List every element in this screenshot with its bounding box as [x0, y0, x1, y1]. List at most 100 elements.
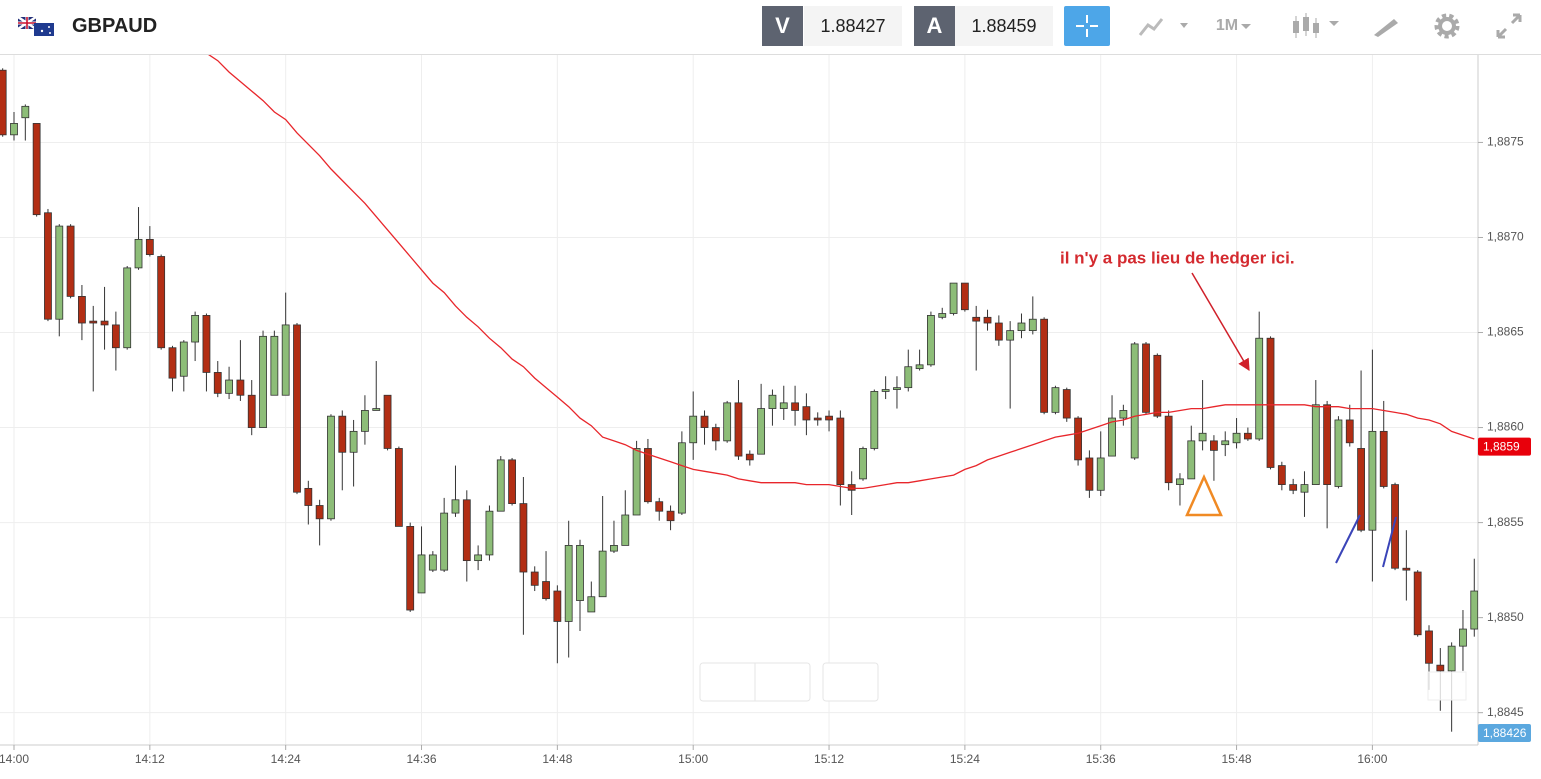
x-tick-label: 14:12 — [135, 752, 165, 766]
fullscreen-button[interactable] — [1486, 6, 1532, 46]
candle-body — [202, 315, 211, 373]
candle-body — [813, 417, 822, 421]
candles — [0, 55, 1478, 732]
chart-type-button[interactable] — [1125, 6, 1195, 46]
candle-body — [1391, 484, 1399, 569]
candle-body — [259, 335, 267, 428]
candle-body — [994, 322, 1003, 341]
candle-body — [191, 315, 200, 343]
bid-price: 1.88427 — [804, 6, 902, 46]
candle-body — [938, 313, 947, 318]
candle-body — [666, 510, 675, 522]
timeframe-button[interactable]: 1M — [1205, 6, 1265, 46]
trend-line-drawing — [1382, 516, 1397, 568]
candle-body — [1266, 337, 1275, 468]
overlay-box — [1427, 671, 1467, 701]
candle-body — [123, 267, 132, 349]
candle-body — [428, 554, 437, 571]
x-tick-label: 14:36 — [407, 752, 437, 766]
candle-body — [247, 394, 256, 428]
candle-body — [972, 316, 981, 322]
candle-body — [1074, 417, 1082, 461]
flag-icon — [18, 17, 54, 36]
candle-body — [779, 402, 788, 409]
candle-body — [723, 402, 732, 442]
x-tick-label: 15:36 — [1086, 752, 1116, 766]
candle-body — [21, 105, 30, 119]
candle-body — [1277, 465, 1286, 485]
bid-button[interactable]: V — [762, 6, 803, 46]
ask-button[interactable]: A — [914, 6, 955, 46]
candle-body — [89, 320, 98, 324]
price-tag-label: 1,8859 — [1483, 440, 1520, 454]
candle-body — [1096, 457, 1105, 491]
x-tick-label: 15:00 — [678, 752, 708, 766]
candle-body — [1153, 354, 1162, 417]
y-tick-label: 1,8860 — [1487, 420, 1524, 434]
draw-button[interactable] — [1362, 6, 1408, 46]
candle-body — [315, 505, 324, 520]
reset-control[interactable] — [822, 662, 879, 702]
candle-body — [960, 282, 969, 311]
candle-body — [1221, 440, 1230, 446]
candle-body — [1323, 404, 1332, 485]
candle-body — [791, 402, 799, 411]
candle-body — [78, 296, 86, 324]
candle-body — [655, 501, 664, 512]
moving-average — [208, 55, 1475, 490]
candle-body — [745, 453, 754, 461]
candle-body — [881, 389, 890, 392]
annotation: il n'y a pas lieu de hedger ici. — [1060, 248, 1295, 267]
candle-body — [1062, 389, 1071, 419]
crosshair-button[interactable] — [1064, 6, 1110, 46]
candle-body — [1311, 404, 1320, 485]
candle-body — [32, 123, 41, 216]
x-tick-label: 14:48 — [542, 752, 572, 766]
candle-body — [304, 487, 313, 506]
candle-body — [757, 408, 766, 455]
y-tick-label: 1,8845 — [1487, 705, 1524, 719]
x-tick-label: 14:24 — [271, 752, 301, 766]
candle-body — [1187, 440, 1196, 480]
candle-body — [870, 391, 879, 449]
candle-body — [1243, 432, 1252, 440]
candle-body — [1345, 419, 1354, 444]
candle-body — [915, 364, 924, 370]
candle-body — [983, 316, 992, 324]
candle-body — [179, 341, 188, 377]
candle-body — [836, 417, 845, 485]
candle-body — [859, 448, 867, 480]
candle-body — [55, 225, 64, 320]
candle-body — [632, 448, 641, 516]
candle-body — [927, 315, 935, 366]
x-tick-label: 14:00 — [0, 752, 29, 766]
candle-body — [1447, 645, 1456, 672]
candle-body — [768, 394, 777, 409]
y-tick-label: 1,8875 — [1487, 135, 1524, 149]
candle-body — [1130, 343, 1139, 459]
candle-body — [1436, 664, 1445, 672]
candle-body — [327, 415, 335, 520]
candle-body — [1198, 432, 1207, 442]
candle-body — [225, 379, 233, 394]
settings-button[interactable] — [1424, 6, 1470, 46]
candle-body — [293, 324, 301, 493]
candle-body — [111, 324, 120, 349]
candle-body — [394, 448, 403, 527]
candle-body — [349, 430, 358, 453]
candle-body — [1051, 387, 1060, 413]
x-tick-label: 15:12 — [814, 752, 844, 766]
candle-body — [417, 554, 426, 594]
candle-body — [1425, 630, 1433, 664]
candle-body — [1085, 457, 1094, 491]
ask-price: 1.88459 — [955, 6, 1053, 46]
candle-body — [825, 415, 833, 421]
candle-button[interactable] — [1280, 6, 1345, 46]
candle-body — [1176, 478, 1184, 485]
candle-body — [677, 442, 686, 514]
candle-body — [1334, 419, 1343, 487]
candle-body — [1119, 410, 1128, 419]
candle-body — [644, 448, 652, 503]
candle-body — [496, 459, 505, 512]
